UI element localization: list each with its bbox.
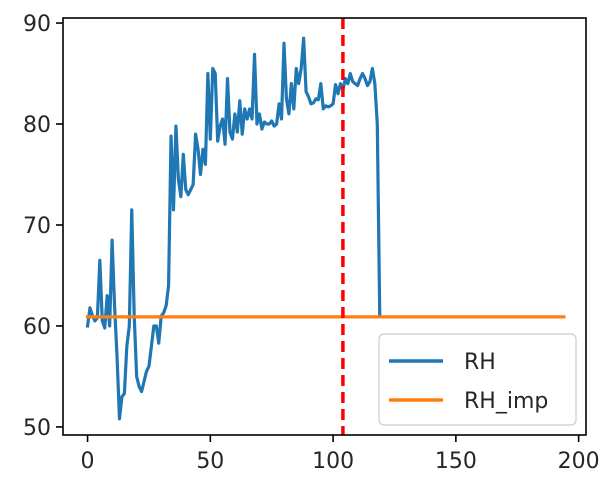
y-tick-label: 80 (23, 113, 51, 138)
legend: RH RH_imp (378, 333, 577, 426)
series-line-rh (85, 36, 382, 421)
axes-frame (62, 17, 587, 436)
legend-box (378, 333, 577, 426)
x-tick-label: 50 (196, 449, 224, 474)
axes: 0 50 100 150 200 50 60 70 80 90 (23, 12, 600, 474)
legend-label-rh-imp: RH_imp (464, 389, 548, 414)
y-tick-label: 70 (23, 214, 51, 239)
x-tick-label: 0 (81, 449, 95, 474)
y-tick-label: 50 (23, 416, 51, 441)
y-tick-label: 60 (23, 315, 51, 340)
legend-label-rh: RH (464, 350, 496, 375)
x-tick-label: 200 (558, 449, 600, 474)
x-tick-label: 150 (435, 449, 477, 474)
x-tick-label: 100 (312, 449, 354, 474)
y-tick-label: 90 (23, 12, 51, 37)
plot-area (85, 18, 566, 435)
